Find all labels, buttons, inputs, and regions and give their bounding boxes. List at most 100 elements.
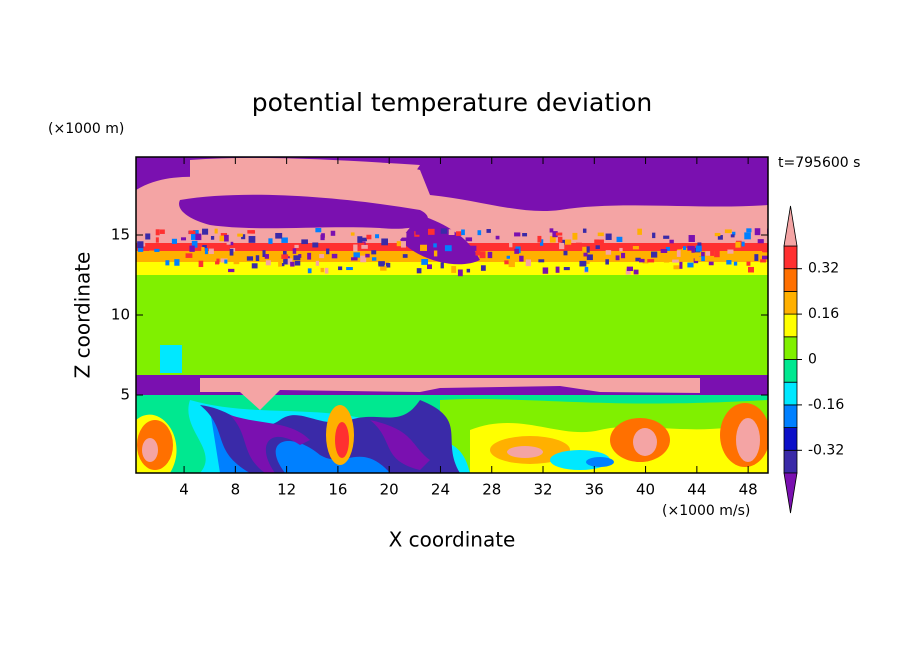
speckle-dot bbox=[241, 234, 246, 240]
speckle-dot bbox=[570, 254, 575, 262]
colorbar-box bbox=[783, 427, 798, 451]
speckle-dot bbox=[155, 229, 160, 236]
speckle-dot bbox=[626, 266, 633, 272]
speckle-dot bbox=[605, 233, 612, 240]
speckle-dot bbox=[281, 254, 289, 259]
speckle-dot bbox=[400, 232, 407, 238]
speckle-dot bbox=[708, 261, 714, 266]
speckle-dot bbox=[660, 249, 668, 253]
speckle-dot bbox=[427, 228, 435, 235]
speckle-dot bbox=[591, 244, 598, 251]
speckle-dot bbox=[663, 235, 670, 239]
speckle-dot bbox=[730, 234, 735, 238]
speckle-dot bbox=[448, 229, 455, 236]
speckle-dot bbox=[331, 238, 337, 243]
speckle-dot bbox=[457, 269, 463, 277]
speckle-dot bbox=[582, 228, 587, 233]
speckle-dot bbox=[563, 250, 568, 256]
speckle-dot bbox=[595, 245, 600, 250]
speckle-dot bbox=[572, 232, 578, 240]
x-tick-label: 28 bbox=[482, 481, 501, 499]
speckle-dot bbox=[149, 250, 156, 255]
speckle-dot bbox=[537, 235, 542, 243]
x-tick-label: 40 bbox=[636, 481, 655, 499]
speckle-dot bbox=[642, 260, 649, 264]
speckle bbox=[137, 228, 768, 277]
speckle-dot bbox=[338, 266, 343, 271]
speckle-dot bbox=[180, 237, 187, 241]
speckle-dot bbox=[331, 253, 338, 259]
speckle-dot bbox=[293, 255, 301, 261]
speckle-dot bbox=[282, 250, 287, 258]
speckle-dot bbox=[615, 255, 620, 261]
speckle-dot bbox=[287, 258, 293, 265]
speckle-dot bbox=[301, 239, 308, 245]
speckle-dot bbox=[761, 255, 768, 260]
speckle-dot bbox=[427, 264, 432, 270]
speckle-dot bbox=[695, 245, 702, 252]
speckle-dot bbox=[361, 244, 368, 249]
speckle-dot bbox=[220, 258, 228, 263]
speckle-dot bbox=[724, 229, 732, 234]
speckle-dot bbox=[733, 261, 738, 266]
speckle-dot bbox=[754, 228, 761, 236]
x-tick-label: 12 bbox=[277, 481, 296, 499]
speckle-dot bbox=[324, 267, 329, 274]
speckle-dot bbox=[351, 257, 358, 261]
contour-region bbox=[160, 345, 182, 373]
speckle-dot bbox=[461, 229, 465, 236]
speckle-dot bbox=[290, 261, 295, 267]
contour-region bbox=[586, 457, 614, 467]
speckle-dot bbox=[208, 248, 214, 255]
speckle-dot bbox=[216, 258, 220, 264]
speckle-dot bbox=[251, 230, 256, 234]
speckle-dot bbox=[542, 267, 549, 274]
speckle-dot bbox=[466, 268, 471, 273]
speckle-dot bbox=[204, 248, 208, 255]
speckle-dot bbox=[154, 248, 160, 252]
contour-region bbox=[400, 215, 480, 265]
speckle-dot bbox=[605, 250, 612, 255]
speckle-dot bbox=[560, 239, 568, 245]
colorbar-over bbox=[783, 205, 798, 247]
speckle-dot bbox=[669, 239, 674, 244]
speckle-dot bbox=[171, 238, 178, 244]
speckle-dot bbox=[762, 245, 768, 253]
colorbar-under bbox=[783, 472, 798, 514]
speckle-dot bbox=[278, 260, 282, 267]
speckle-dot bbox=[195, 233, 202, 241]
contour-region bbox=[507, 446, 543, 458]
speckle-dot bbox=[264, 254, 269, 259]
speckle-dot bbox=[262, 250, 266, 258]
speckle-dot bbox=[159, 229, 165, 234]
x-tick-label: 32 bbox=[533, 481, 552, 499]
speckle-dot bbox=[320, 267, 324, 273]
contour-region bbox=[633, 428, 657, 456]
speckle-dot bbox=[710, 250, 715, 256]
speckle-dot bbox=[365, 253, 370, 258]
contour-region bbox=[136, 414, 768, 473]
speckle-dot bbox=[330, 230, 336, 236]
speckle-dot bbox=[746, 261, 751, 266]
annotation: t=795600 s bbox=[778, 155, 860, 171]
x-tick-label: 44 bbox=[687, 481, 706, 499]
contour-region bbox=[200, 378, 700, 410]
contour-region bbox=[136, 157, 768, 212]
colorbar-box bbox=[783, 404, 798, 428]
speckle-dot bbox=[360, 255, 367, 263]
speckle-dot bbox=[672, 259, 679, 263]
speckle-dot bbox=[281, 237, 288, 243]
colorbar-box bbox=[783, 290, 798, 315]
speckle-dot bbox=[584, 266, 589, 272]
speckle-dot bbox=[246, 256, 254, 261]
speckle-dot bbox=[575, 242, 582, 247]
speckle-dot bbox=[694, 256, 702, 261]
colorbar-box bbox=[783, 449, 798, 474]
speckle-dot bbox=[726, 260, 732, 265]
speckle-dot bbox=[469, 245, 477, 252]
speckle-dot bbox=[255, 255, 260, 262]
colorbar-label: 0.16 bbox=[808, 306, 839, 322]
speckle-dot bbox=[564, 239, 572, 245]
